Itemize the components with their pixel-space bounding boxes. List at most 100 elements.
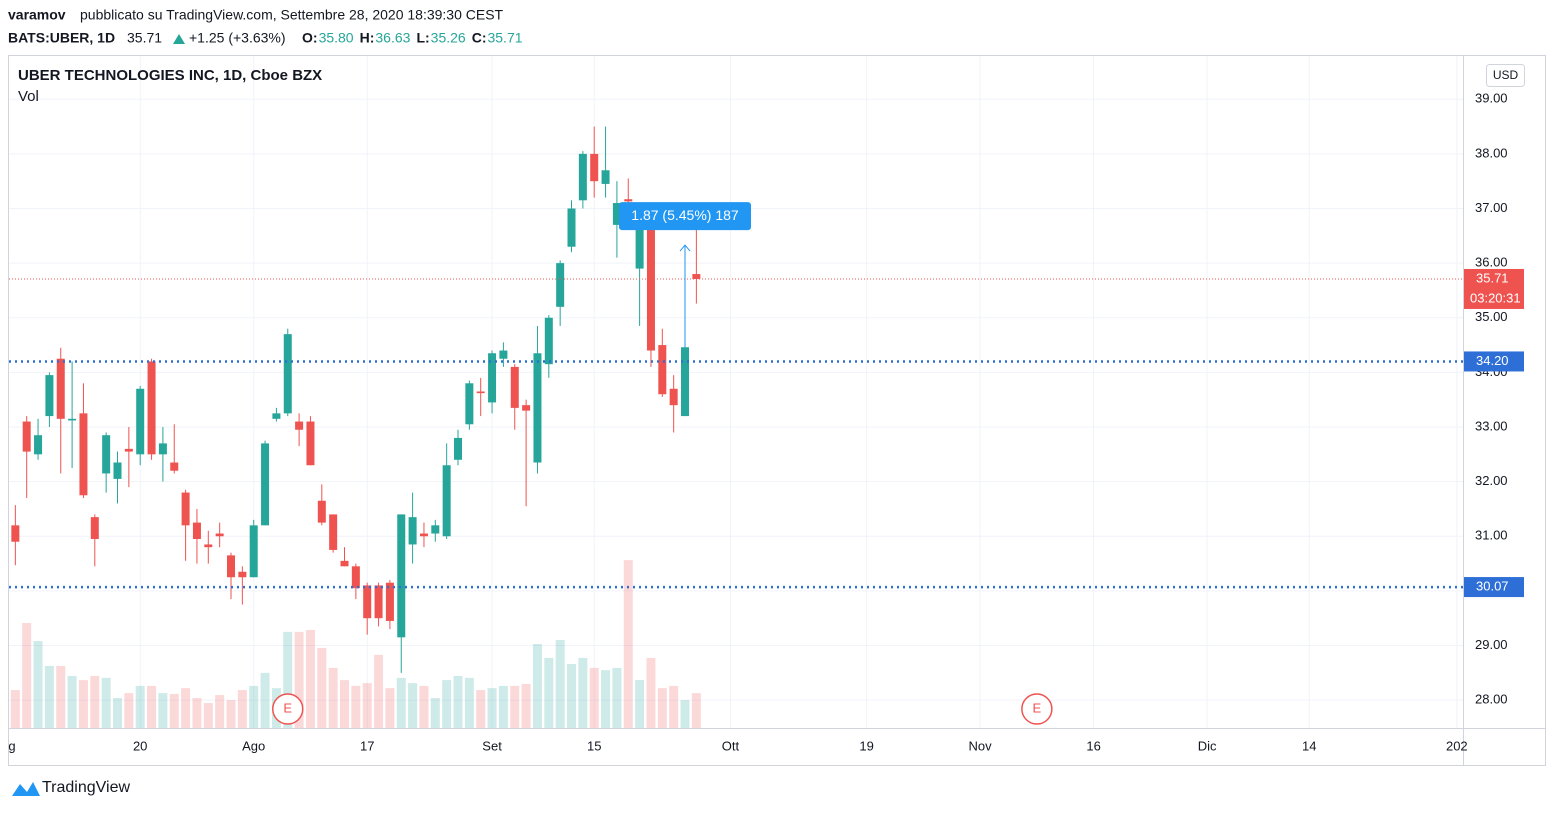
x-tick-label: Ago (242, 738, 265, 753)
x-tick-label: 20 (133, 738, 147, 753)
candle-body (397, 514, 406, 638)
candle-body (295, 421, 304, 430)
candle-body (533, 353, 542, 463)
volume-bar (226, 700, 236, 728)
ohlc-value: 36.63 (375, 30, 410, 46)
volume-bar (124, 693, 134, 728)
y-tick-label: 36.00 (1475, 255, 1508, 270)
volume-bar (328, 667, 338, 728)
volume-bar (442, 680, 452, 728)
candle-body (351, 566, 360, 589)
volume-bar (203, 703, 213, 728)
volume-bar (215, 695, 225, 728)
volume-bar (101, 677, 111, 728)
x-tick-label: 14 (1302, 738, 1316, 753)
candle-body (102, 435, 111, 474)
candle-body (136, 388, 145, 455)
ohlc-key: O: (302, 30, 318, 46)
volume-bar (362, 683, 372, 728)
level-label-bg (1464, 351, 1524, 372)
volume-bar (317, 647, 327, 728)
candle-body (238, 571, 247, 578)
volume-bar (147, 685, 157, 728)
x-tick-label: Set (482, 738, 502, 753)
volume-bar (249, 685, 259, 728)
candle-body (215, 533, 224, 537)
currency-button[interactable] (1486, 64, 1525, 87)
volume-bar (453, 675, 463, 728)
candle-body (419, 533, 428, 537)
volume-bar (691, 693, 701, 728)
candle-body (431, 525, 440, 534)
volume-bar (419, 685, 429, 728)
y-tick-label: 32.00 (1475, 473, 1508, 488)
volume-bar (44, 665, 54, 728)
candle-body (510, 366, 519, 408)
up-arrow (173, 34, 185, 44)
last-price-label: 35.71 (1476, 270, 1509, 285)
volume-bar (78, 680, 88, 728)
candle-body (476, 391, 485, 394)
volume-bar (237, 690, 247, 728)
x-tick-label: 202 (1446, 738, 1468, 753)
volume-label: Vol (18, 88, 39, 105)
x-tick-label: 19 (859, 738, 873, 753)
candle-body (22, 421, 31, 452)
volume-bar (646, 657, 656, 728)
volume-bar (498, 685, 508, 728)
candle-body (204, 544, 213, 548)
candle-body (590, 153, 599, 182)
candle-body (408, 517, 417, 545)
candle-body (68, 418, 77, 421)
candle-body (124, 448, 133, 452)
candle-body (340, 560, 349, 567)
volume-bar (158, 693, 168, 728)
volume-bar (374, 654, 384, 728)
x-tick-label: Ott (722, 738, 740, 753)
candle-body (442, 465, 451, 537)
candle-body (601, 170, 610, 184)
overlays (9, 244, 1463, 589)
y-tick-label: 29.00 (1475, 637, 1508, 652)
volume-bar (33, 641, 43, 728)
volume-bar (351, 685, 361, 728)
volume-bar (578, 657, 588, 728)
candle-body (646, 224, 655, 351)
volume-bar (283, 631, 293, 728)
candle-body (658, 345, 667, 395)
y-tick-label: 28.00 (1475, 692, 1508, 707)
y-tick-label: 39.00 (1475, 91, 1508, 106)
candle-body (385, 582, 394, 621)
candle-body (249, 525, 258, 578)
y-tick-label: 37.00 (1475, 200, 1508, 215)
chart-title: UBER TECHNOLOGIES INC, 1D, Cboe BZX (18, 67, 322, 84)
earnings-label: E (283, 700, 292, 715)
ohlc-value: 35.71 (487, 30, 522, 46)
earnings-marker (272, 693, 304, 725)
candle-body (635, 222, 644, 269)
volume-bar (192, 698, 202, 728)
last-price-bg (1464, 268, 1524, 309)
ohlc-key: C: (472, 30, 487, 46)
volume-bar (294, 631, 304, 728)
y-tick-label: 35.00 (1475, 309, 1508, 324)
volume-bar (544, 657, 554, 728)
candle-body (544, 317, 553, 365)
volume-bar (532, 644, 542, 728)
volume-bar (22, 623, 32, 728)
y-tick-label: 33.00 (1475, 418, 1508, 433)
candle-body (669, 388, 678, 406)
x-tick-label: Dic (1198, 738, 1217, 753)
volume-bar (10, 690, 20, 728)
volume-bar (555, 639, 565, 728)
candle-body (79, 413, 88, 496)
volume-pane (10, 560, 701, 728)
x-tick-label: 15 (587, 738, 601, 753)
volume-bar (510, 685, 520, 728)
volume-bar (487, 688, 497, 728)
x-tick-label: Nov (969, 738, 993, 753)
volume-bar (340, 680, 350, 728)
ohlc: O: 35.80 H: 36.63 L: 35.26 C: 35.71 (302, 30, 523, 46)
candle-body (522, 405, 531, 411)
